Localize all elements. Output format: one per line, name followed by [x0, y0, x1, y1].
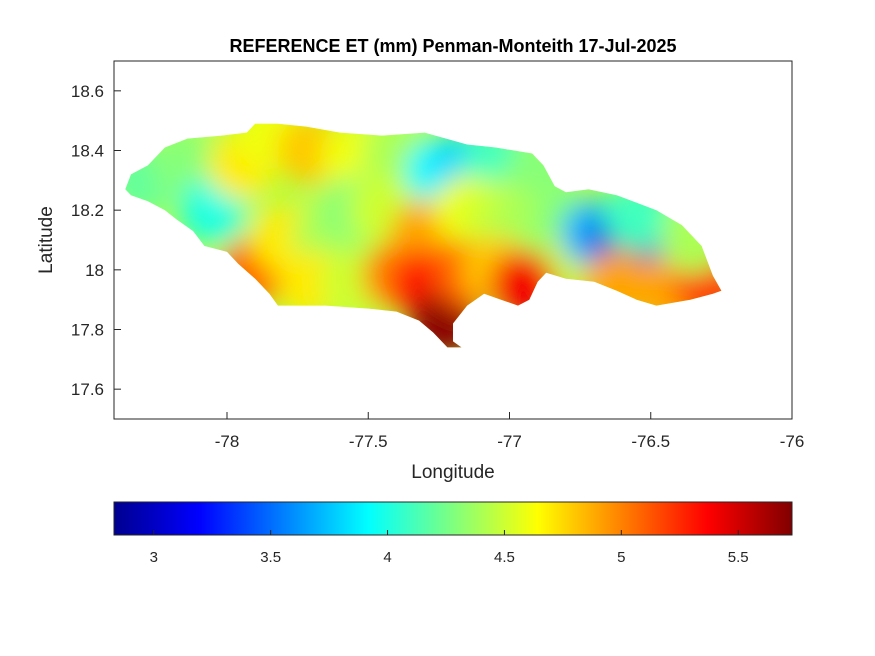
colorbar-tick-label: 3.5 — [260, 549, 281, 566]
chart-title: REFERENCE ET (mm) Penman-Monteith 17-Jul… — [229, 36, 676, 56]
colorbar-tick-label: 4.5 — [494, 549, 515, 566]
x-tick-label: -76 — [780, 432, 805, 451]
y-tick-label: 18.4 — [71, 142, 104, 161]
colorbar-tick-label: 5.5 — [728, 549, 749, 566]
x-axis: -78 -77.5 -77 -76.5 -76 — [215, 412, 805, 451]
y-tick-label: 17.6 — [71, 380, 104, 399]
colorbar-tick-label: 5 — [617, 549, 625, 566]
y-tick-label: 17.8 — [71, 321, 104, 340]
y-axis-label: Latitude — [36, 206, 57, 274]
x-axis-label: Longitude — [411, 462, 494, 483]
y-tick-label: 18.6 — [71, 82, 104, 101]
x-tick-label: -77 — [497, 432, 522, 451]
x-tick-label: -78 — [215, 432, 240, 451]
colorbar — [113, 501, 793, 536]
y-tick-label: 18.2 — [71, 201, 104, 220]
y-axis: 17.6 17.8 18 18.2 18.4 18.6 — [71, 82, 121, 399]
y-tick-label: 18 — [85, 261, 104, 280]
plot-area-frame — [113, 60, 793, 420]
x-tick-label: -77.5 — [349, 432, 388, 451]
colorbar-tick-label: 4 — [383, 549, 391, 566]
colorbar-tick-label: 3 — [150, 549, 158, 566]
colorbar-ticks: 3 3.5 4 4.5 5 5.5 — [150, 530, 749, 566]
x-tick-label: -76.5 — [631, 432, 670, 451]
